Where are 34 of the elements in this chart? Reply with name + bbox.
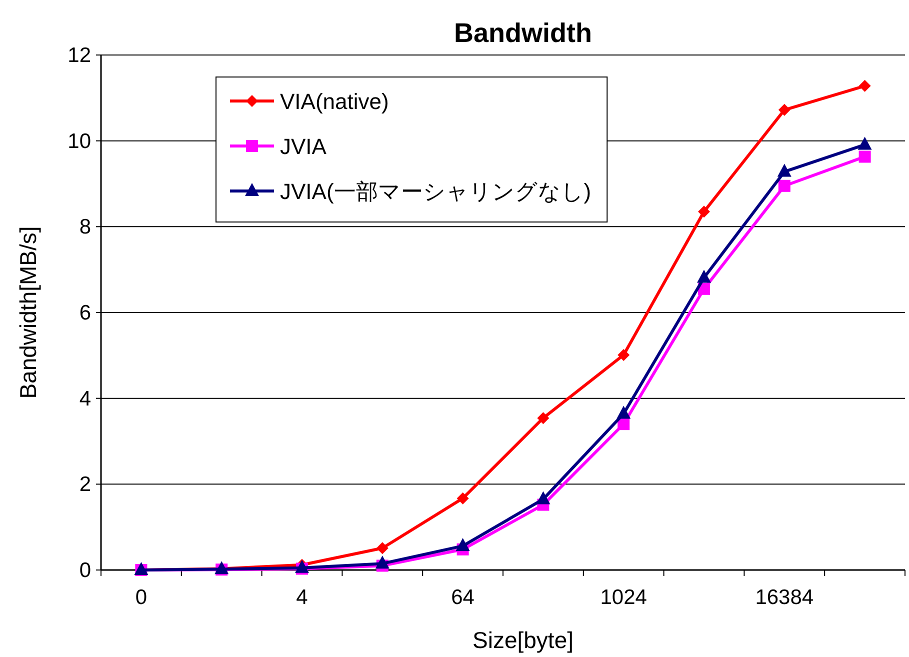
y-tick-label: 8 bbox=[79, 216, 91, 239]
point bbox=[858, 150, 871, 163]
x-tick-label: 1024 bbox=[600, 586, 648, 609]
y-tick-label: 6 bbox=[79, 302, 91, 324]
point bbox=[537, 412, 550, 424]
y-tick-label: 12 bbox=[68, 44, 91, 67]
point bbox=[618, 348, 630, 361]
x-tick-label: 64 bbox=[451, 586, 475, 609]
y-axis-title: Bandwidth[MB/s] bbox=[15, 226, 41, 399]
x-axis-title: Size[byte] bbox=[472, 627, 574, 653]
point bbox=[456, 492, 469, 504]
point bbox=[456, 538, 470, 551]
x-tick-label: 4 bbox=[296, 586, 308, 609]
point bbox=[777, 164, 792, 177]
x-tick-label: 16384 bbox=[755, 586, 814, 609]
point bbox=[616, 406, 631, 419]
point bbox=[376, 542, 388, 554]
legend-label: JVIA(一部マーシャリングなし) bbox=[280, 179, 592, 204]
legend-label: VIA(native) bbox=[280, 89, 389, 114]
point bbox=[778, 104, 790, 116]
point bbox=[536, 491, 550, 504]
point bbox=[778, 180, 790, 192]
point bbox=[858, 136, 872, 150]
point bbox=[697, 270, 711, 283]
point bbox=[858, 80, 871, 92]
x-tick-label: 0 bbox=[135, 586, 148, 609]
point bbox=[375, 556, 390, 569]
y-tick-label: 0 bbox=[79, 559, 91, 582]
legend-label: JVIA bbox=[280, 134, 327, 159]
chart-title: Bandwidth bbox=[454, 18, 592, 48]
y-tick-label: 4 bbox=[79, 387, 92, 410]
point bbox=[698, 206, 710, 218]
y-tick-label: 2 bbox=[79, 473, 91, 496]
y-tick-label: 10 bbox=[68, 130, 91, 153]
